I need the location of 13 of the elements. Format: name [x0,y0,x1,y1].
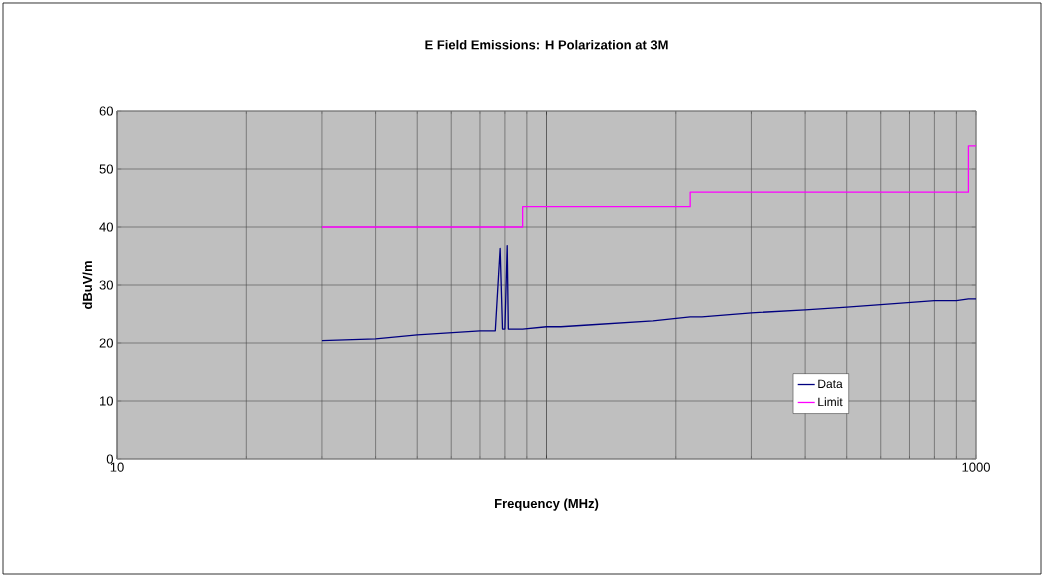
y-tick-label: 50 [99,164,113,174]
x-axis-title: Frequency (MHz) [495,498,599,511]
x-tick-label: 1000 [962,462,990,472]
y-tick-label: 20 [99,338,113,348]
y-tick-label: 30 [99,280,113,290]
y-tick-label: 10 [100,396,113,406]
y-tick-label: 40 [99,222,113,232]
y-axis-title: dBuV/m [82,261,93,310]
legend-label: Data [818,379,843,389]
y-tick-label: 60 [99,106,113,116]
y-tick-label: 0 [106,454,113,464]
legend-label: Limit [818,397,843,407]
chart-title: E Field Emissions: H Polarization at 3M [425,39,668,50]
